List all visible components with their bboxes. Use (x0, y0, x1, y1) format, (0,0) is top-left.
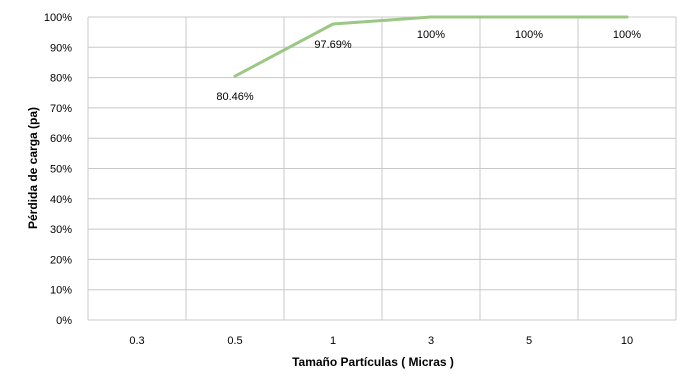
series-line (233, 15, 629, 78)
x-tick-label: 5 (526, 335, 532, 347)
y-tick-label: 50% (50, 164, 72, 176)
x-tick-label: 0.5 (227, 335, 242, 347)
data-label: 100% (515, 29, 543, 41)
tick-layer: 0% 10% 20% 30% 40% 50% 60% 70% 80% 90% 100% 0.3 0.5 1… (44, 12, 633, 347)
x-tick-label: 10 (621, 335, 633, 347)
y-tick-label: 100% (44, 12, 72, 24)
y-tick-label: 20% (50, 254, 72, 266)
x-tick-label: 3 (428, 335, 434, 347)
x-tick-label: 0.3 (129, 335, 144, 347)
data-label: 100% (417, 29, 445, 41)
label-layer: 80.46% 97.69% 100% 100% 100% (216, 29, 641, 103)
y-tick-label: 90% (50, 42, 72, 54)
series-layer (233, 15, 629, 78)
y-tick-label: 80% (50, 73, 72, 85)
data-label: 100% (613, 29, 641, 41)
y-tick-label: 70% (50, 103, 72, 115)
y-tick-label: 10% (50, 285, 72, 297)
data-label: 80.46% (216, 91, 254, 103)
x-axis-title: Tamaño Partículas ( Micras ) (292, 355, 454, 369)
y-axis-title: Pérdida de carga (pa) (26, 107, 40, 229)
y-tick-label: 30% (50, 224, 72, 236)
grid-layer (87, 16, 677, 321)
data-label: 97.69% (314, 39, 352, 51)
y-tick-label: 60% (50, 133, 72, 145)
y-tick-label: 0% (56, 315, 72, 327)
x-tick-label: 1 (330, 335, 336, 347)
y-tick-label: 40% (50, 194, 72, 206)
